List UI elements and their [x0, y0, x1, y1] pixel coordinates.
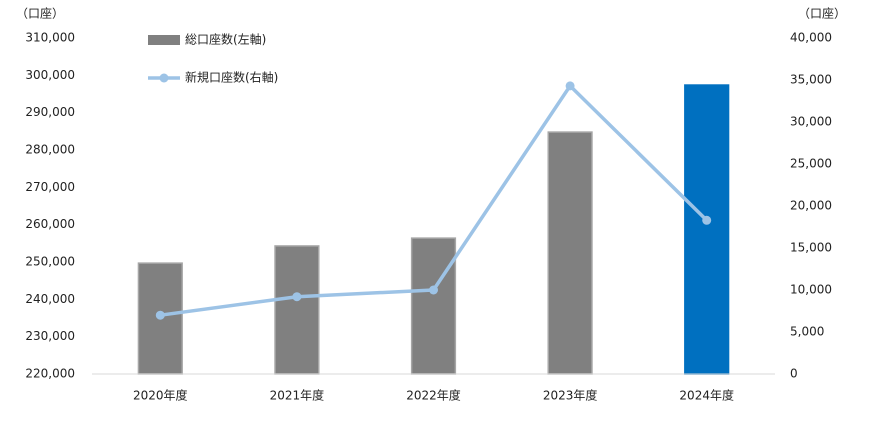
y-tick-label: 240,000 [25, 292, 75, 306]
bar [547, 131, 593, 375]
y2-unit: （口座） [798, 6, 846, 21]
y-tick-label: 250,000 [25, 255, 75, 269]
y2-tick-label: 20,000 [790, 199, 832, 213]
x-tick-label: 2021年度 [270, 388, 325, 403]
bar [684, 84, 730, 375]
y2-tick-label: 40,000 [790, 31, 832, 45]
legend-label: 総口座数(左軸) [185, 32, 266, 47]
bar [274, 245, 320, 375]
y-tick-label: 230,000 [25, 329, 75, 343]
x-tick-label: 2020年度 [133, 388, 188, 403]
y-unit: （口座） [16, 6, 64, 21]
y2-tick-label: 30,000 [790, 115, 832, 129]
y2-tick-label: 15,000 [790, 241, 832, 255]
y-tick-label: 290,000 [25, 105, 75, 119]
bar [410, 237, 457, 375]
line-marker [702, 215, 712, 225]
legend-marker [159, 73, 169, 83]
legend-swatch [148, 35, 180, 45]
line-marker [292, 292, 302, 302]
x-tick-label: 2024年度 [679, 388, 734, 403]
y2-tick-label: 0 [790, 367, 798, 381]
x-tick-label: 2023年度 [543, 388, 598, 403]
y-tick-label: 270,000 [25, 180, 75, 194]
y2-tick-label: 5,000 [790, 325, 824, 339]
line-marker [565, 81, 575, 91]
line-marker [429, 285, 438, 295]
line-marker [155, 310, 165, 320]
y2-tick-label: 35,000 [790, 73, 832, 87]
y2-tick-label: 10,000 [790, 283, 832, 297]
y-tick-label: 220,000 [25, 367, 75, 381]
y-tick-label: 310,000 [25, 31, 75, 45]
y2-tick-label: 25,000 [790, 157, 832, 171]
legend-label: 新規口座数(右軸) [185, 70, 278, 85]
y-tick-label: 280,000 [25, 143, 75, 157]
y-tick-label: 260,000 [25, 217, 75, 231]
x-tick-label: 2022年度 [406, 388, 461, 403]
y-tick-label: 300,000 [25, 68, 75, 82]
